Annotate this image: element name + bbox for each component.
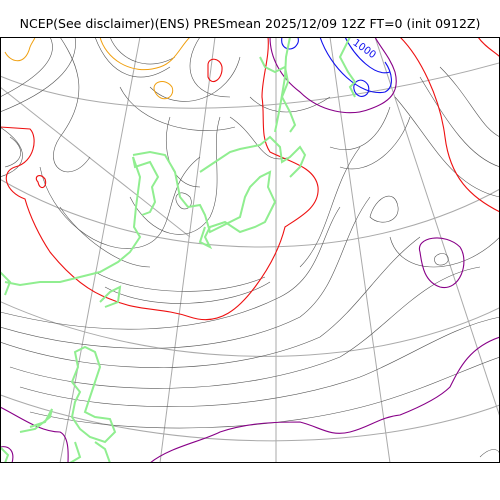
graticule xyxy=(0,37,500,463)
isobars-red xyxy=(0,37,500,321)
isobars-purple xyxy=(0,37,500,463)
isobars-thin xyxy=(0,37,500,458)
map-title: NCEP(See disclaimer)(ENS) PRESmean 2025/… xyxy=(19,16,481,31)
isobars-orange xyxy=(4,37,191,100)
pressure-map: 1000 xyxy=(0,37,500,463)
isobars-blue xyxy=(281,37,392,97)
coastlines xyxy=(0,37,357,463)
